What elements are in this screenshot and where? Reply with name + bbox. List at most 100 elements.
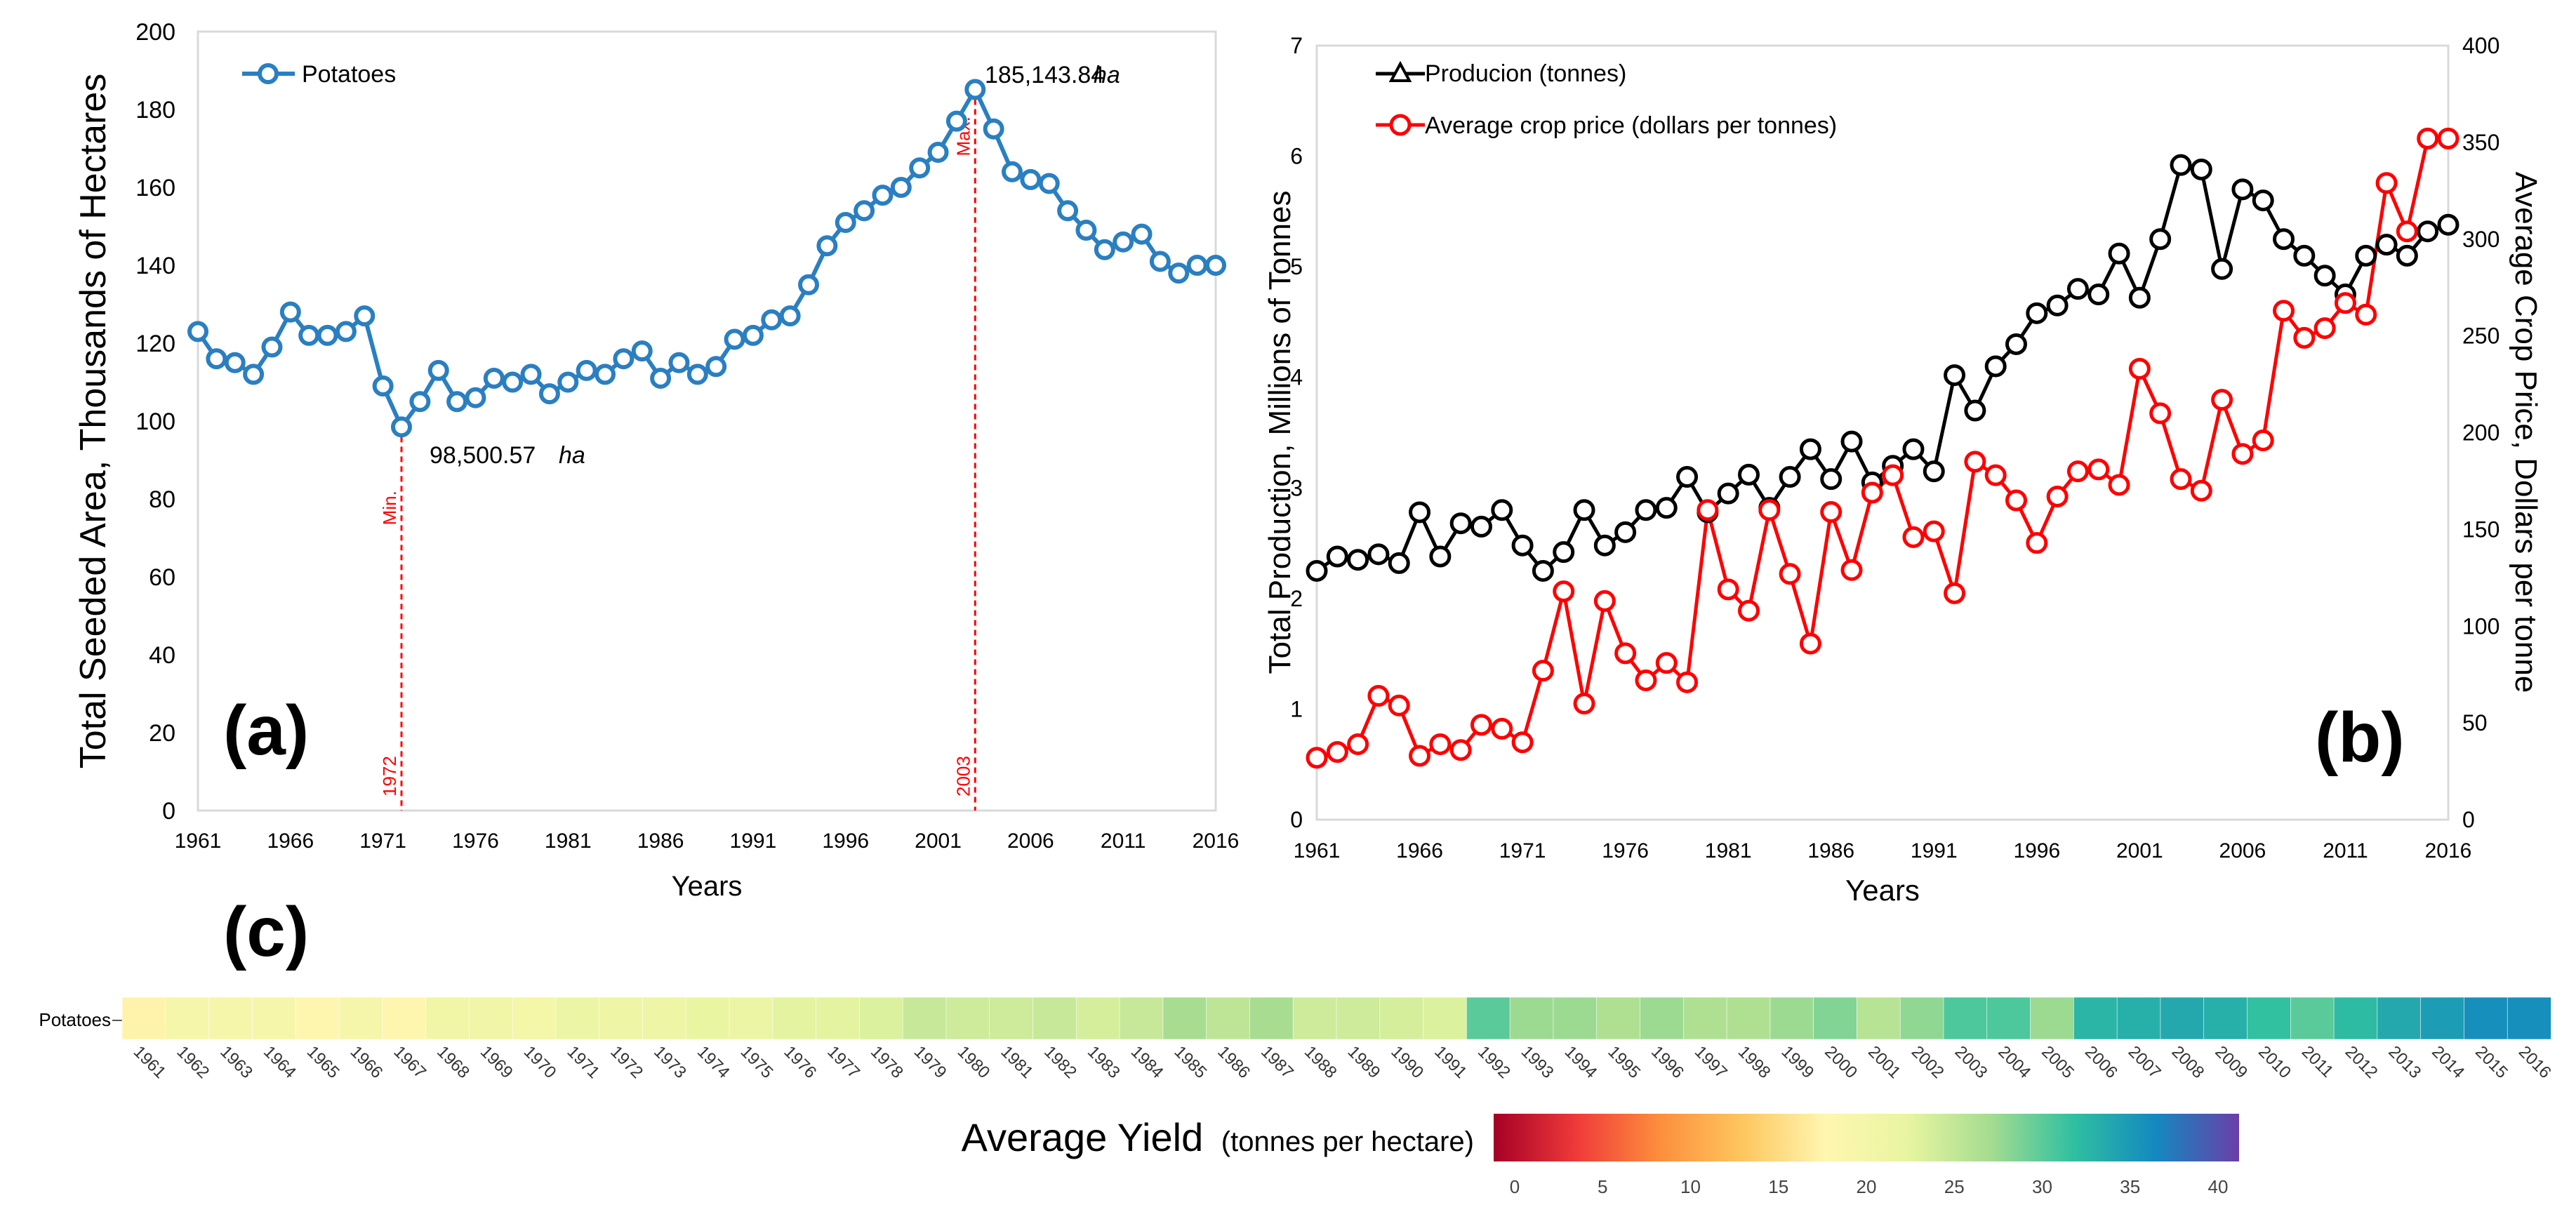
chart-b-production-point bbox=[2190, 158, 2212, 180]
heatmap-x-label: 1981 bbox=[997, 1042, 1037, 1082]
chart-b-price-point bbox=[1409, 745, 1431, 767]
heatmap-x-label: 1991 bbox=[1430, 1042, 1470, 1082]
chart-b-y-tick-label: 5 bbox=[1290, 254, 1303, 279]
chart-b-production-point bbox=[1532, 559, 1554, 582]
chart-b-price-point bbox=[1511, 731, 1534, 754]
heatmap-cell bbox=[642, 997, 687, 1040]
chart-b-price-point bbox=[1758, 499, 1781, 521]
chart-c: (c) Potatoes 1961 1962 1963 1964 1965 1966 196… bbox=[39, 893, 2554, 1197]
chart-b-price-point bbox=[2026, 532, 2048, 554]
chart-b-production-point bbox=[2005, 333, 2028, 355]
chart-b-price-point bbox=[1799, 632, 1821, 655]
chart-a-point bbox=[1149, 251, 1171, 272]
heatmap-x-label: 1994 bbox=[1561, 1042, 1601, 1082]
chart-b-price-point bbox=[1593, 589, 1616, 612]
chart-b-price-point bbox=[1779, 563, 1801, 585]
heatmap-x-label: 2003 bbox=[1951, 1042, 1991, 1082]
colorbar-tick-label: 20 bbox=[1857, 1176, 1877, 1197]
chart-b-price-point bbox=[1676, 671, 1699, 693]
chart-a-point bbox=[1002, 161, 1023, 182]
heatmap-cell bbox=[1899, 997, 1944, 1040]
heatmap-x-label: 2006 bbox=[2081, 1042, 2121, 1082]
chart-b-production-point bbox=[2211, 258, 2233, 280]
heatmap-x-label: 2012 bbox=[2342, 1042, 2382, 1082]
chart-a-point bbox=[761, 309, 783, 331]
heatmap-cell bbox=[1640, 997, 1685, 1040]
chart-a-min-year: 1972 bbox=[379, 756, 400, 797]
chart-b-right-tick-label: 200 bbox=[2462, 420, 2499, 446]
chart-b-price-point bbox=[2170, 468, 2192, 491]
chart-b-production-point bbox=[2128, 286, 2151, 309]
heatmap-x-label: 1974 bbox=[693, 1042, 733, 1082]
chart-b-production-point bbox=[1840, 430, 1863, 453]
chart-b-price-point bbox=[2231, 443, 2254, 465]
chart-a-legend-label: Potatoes bbox=[302, 61, 396, 88]
heatmap-cell bbox=[425, 997, 470, 1040]
chart-b-x-tick-label: 2001 bbox=[2116, 839, 2163, 862]
chart-a-point bbox=[1094, 239, 1115, 260]
heatmap-x-label: 1966 bbox=[347, 1042, 387, 1082]
chart-b-price-point bbox=[2273, 300, 2295, 322]
chart-b-legend-price-label: Average crop price (dollars per tonnes) bbox=[1425, 112, 1837, 139]
chart-a-point bbox=[631, 340, 653, 362]
heatmap-x-label: 1993 bbox=[1518, 1042, 1558, 1082]
chart-b-production-point bbox=[1429, 545, 1452, 568]
chart-b-right-tick-label: 50 bbox=[2462, 710, 2488, 735]
heatmap-x-label: 1978 bbox=[867, 1042, 907, 1082]
chart-b-production-point bbox=[2273, 228, 2295, 251]
heatmap-cell bbox=[295, 997, 340, 1040]
heatmap-cell bbox=[2377, 997, 2422, 1040]
heatmap-cell bbox=[1075, 997, 1120, 1040]
heatmap-cell bbox=[208, 997, 253, 1040]
heatmap-cell bbox=[772, 997, 817, 1040]
chart-b-x-tick-label: 1986 bbox=[1807, 839, 1854, 862]
heatmap-cell bbox=[685, 997, 730, 1040]
panel-label-b: (b) bbox=[2315, 698, 2405, 777]
heatmap-x-label: 1984 bbox=[1127, 1042, 1167, 1082]
chart-a: 0 20 40 60 80 100 120 140 160 180 200 1961 1966 1971… bbox=[73, 19, 1239, 902]
chart-a-point bbox=[483, 367, 505, 389]
heatmap-x-label: 1996 bbox=[1647, 1042, 1687, 1082]
chart-a-x-tick-label: 1966 bbox=[267, 830, 314, 853]
heatmap-x-label: 1997 bbox=[1691, 1042, 1731, 1082]
heatmap-cell bbox=[382, 997, 427, 1040]
chart-b-x-tick-label: 1976 bbox=[1602, 839, 1649, 862]
chart-b-production-point bbox=[1779, 466, 1801, 488]
chart-b-production-point bbox=[1306, 559, 1328, 582]
heatmap-cell bbox=[1509, 997, 1554, 1040]
heatmap-x-label: 1964 bbox=[260, 1042, 300, 1082]
chart-b-production-point bbox=[2375, 234, 2398, 256]
chart-a-y-tick-label: 200 bbox=[135, 19, 175, 46]
chart-b-production-point bbox=[2046, 294, 2069, 317]
heatmap-x-label: 1969 bbox=[477, 1042, 517, 1082]
chart-b-x-tick-label: 2016 bbox=[2425, 839, 2472, 862]
heatmap-x-label: 1995 bbox=[1604, 1042, 1644, 1082]
chart-a-y-tick-label: 140 bbox=[135, 253, 175, 279]
chart-b-price-point bbox=[1902, 526, 1925, 548]
panel-label-a: (a) bbox=[223, 691, 309, 770]
chart-a-x-tick-label: 1996 bbox=[822, 830, 869, 853]
chart-a-point bbox=[668, 352, 690, 373]
chart-b-plot-frame bbox=[1315, 44, 2450, 821]
colorbar-tick-label: 30 bbox=[2032, 1176, 2052, 1197]
chart-b-production-point bbox=[2087, 284, 2110, 306]
heatmap-cell bbox=[2420, 997, 2465, 1040]
heatmap-x-label: 1985 bbox=[1171, 1042, 1211, 1082]
chart-b-legend-price-marker bbox=[1389, 114, 1412, 136]
chart-b-price-point bbox=[1553, 580, 1575, 603]
chart-a-x-tick-label: 1971 bbox=[359, 830, 406, 853]
chart-a-point bbox=[224, 352, 246, 373]
heatmap-cell bbox=[2247, 997, 2292, 1040]
chart-b-production-point bbox=[1944, 364, 1966, 387]
chart-b-production-point bbox=[1593, 534, 1616, 557]
chart-a-point bbox=[557, 371, 579, 393]
chart-b-production-point bbox=[1367, 543, 1390, 566]
heatmap-x-label: 2007 bbox=[2125, 1042, 2165, 1082]
chart-b-price-point bbox=[2211, 389, 2233, 411]
chart-a-point bbox=[243, 364, 265, 385]
heatmap-x-label: 1972 bbox=[606, 1042, 646, 1082]
chart-a-point bbox=[613, 348, 635, 370]
chart-a-x-tick-label: 2016 bbox=[1193, 830, 1240, 853]
chart-b-price-point bbox=[1882, 464, 1904, 486]
heatmap-cell bbox=[1423, 997, 1468, 1040]
